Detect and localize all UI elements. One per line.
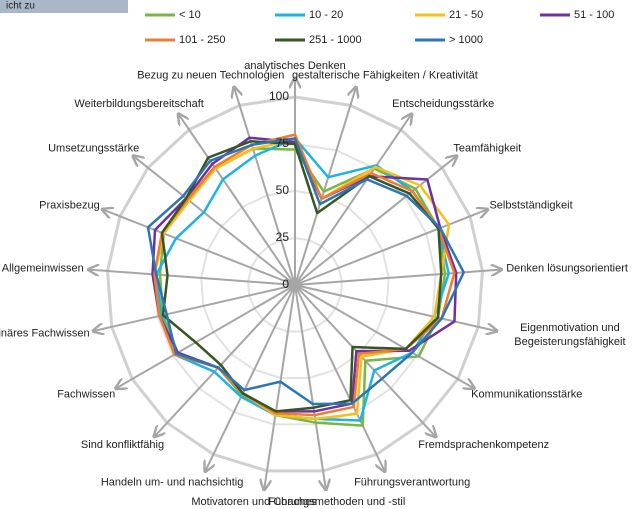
- axis-label: Handeln um- und nachsichtig: [100, 476, 244, 489]
- note: icht zu: [6, 1, 35, 12]
- axis-label: Allgemeinwissen: [1, 262, 84, 275]
- series-line: [146, 137, 465, 406]
- axis-spoke: [206, 284, 296, 471]
- legend-label: 21 - 50: [449, 9, 483, 21]
- axis-label: Praxisbezug: [39, 198, 100, 211]
- axis-spoke: [179, 115, 296, 286]
- axis-label: Führungsverantwortung: [354, 476, 471, 489]
- axis-spoke: [294, 284, 326, 489]
- y-tick-label: 50: [276, 183, 290, 197]
- axis-spoke: [294, 210, 487, 286]
- axis-spoke: [234, 88, 296, 286]
- axis-label: Eigenmotivation und Begeisterungsfähigke…: [514, 322, 626, 349]
- axis-spoke: [294, 115, 411, 286]
- axis-spoke: [94, 284, 296, 331]
- axis-label: analytisches Denken: [244, 60, 346, 72]
- axis-spoke: [264, 284, 296, 489]
- axis-label: Teamfähigkeit: [453, 142, 522, 155]
- axis-label: gestalterische Fähigkeiten / Kreativität: [291, 69, 478, 82]
- axis-spoke: [134, 157, 296, 286]
- axis-label: Kommunikationsstärke: [471, 388, 583, 401]
- axis-spoke: [155, 284, 296, 436]
- axis-label: plinäres Fachwissen: [0, 327, 90, 340]
- axis-spoke: [117, 284, 296, 388]
- legend-label: < 10: [179, 9, 201, 21]
- note-box: [0, 0, 128, 13]
- y-tick-label: 25: [276, 230, 290, 244]
- y-tick-label: 100: [269, 89, 289, 103]
- axis-label: Motivatoren und Coaches: [191, 495, 317, 508]
- axis-spoke: [294, 284, 473, 388]
- grid-ring: [106, 95, 484, 473]
- legend-label: 10 - 20: [309, 9, 343, 21]
- legend-label: > 1000: [449, 34, 483, 46]
- axis-spoke: [294, 157, 456, 286]
- legend-label: 251 - 1000: [309, 34, 362, 46]
- legend-label: 101 - 250: [179, 34, 225, 46]
- axis-spoke: [103, 210, 296, 286]
- axis-label: Fachwissen: [57, 388, 116, 401]
- series-line: [151, 136, 458, 413]
- axis-label: Bezug zu neuen Technologien: [137, 69, 285, 82]
- axis-spoke: [294, 284, 384, 471]
- axis-label: Umsetzungsstärke: [48, 142, 140, 155]
- axis-label: Denken lösungsorientiert: [506, 262, 628, 275]
- y-tick-label: 75: [276, 136, 290, 150]
- page: icht zu 0 25 50 75 100 < 10 10 - 20 21 - 50 51 -…: [0, 0, 628, 508]
- axis-spoke: [294, 270, 500, 286]
- y-tick-label: 0: [282, 277, 289, 291]
- axis-spoke: [294, 284, 496, 331]
- axis-spoke: [294, 88, 356, 286]
- grid-ring: [247, 236, 343, 333]
- axis-label: Selbstständigkeit: [489, 198, 573, 211]
- legend-label: 51 - 100: [574, 9, 614, 21]
- grid-ring: [200, 189, 390, 379]
- axis-spoke: [90, 270, 296, 286]
- axis-label: Entscheidungsstärke: [392, 98, 495, 111]
- axis-label: Weiterbildungsbereitschaft: [74, 98, 204, 111]
- axis-label: Fremdsprachenkompetenz: [418, 439, 550, 452]
- chart: icht zu 0 25 50 75 100 < 10 10 - 20 21 - 50 51 -…: [0, 0, 614, 492]
- axis-label: Sind konfliktfähig: [80, 439, 165, 452]
